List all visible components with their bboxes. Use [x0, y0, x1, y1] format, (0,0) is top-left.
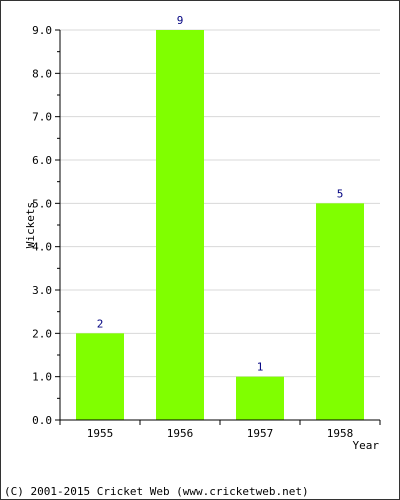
- data-label: 5: [337, 187, 344, 200]
- y-tick-label: 4.0: [32, 241, 52, 254]
- data-labels: 2 9 1 5: [97, 14, 344, 374]
- bar-1957: [236, 376, 284, 420]
- y-tick-label: 9.0: [32, 24, 52, 37]
- data-label: 9: [177, 14, 184, 27]
- x-tick-labels: 1955 1956 1957 1958: [87, 427, 354, 440]
- axes: [55, 29, 381, 425]
- y-tick-label: 3.0: [32, 284, 52, 297]
- y-tick-label: 0.0: [32, 414, 52, 427]
- y-tick-label: 8.0: [32, 67, 52, 80]
- y-tick-label: 2.0: [32, 327, 52, 340]
- y-axis-label: Wickets: [24, 202, 37, 248]
- x-tick-label: 1958: [327, 427, 354, 440]
- y-tick-label: 5.0: [32, 197, 52, 210]
- x-tick-label: 1955: [87, 427, 114, 440]
- y-tick-labels: 0.0 1.0 2.0 3.0 4.0 5.0 6.0 7.0 8.0 9.0: [32, 24, 52, 427]
- y-tick-label: 7.0: [32, 111, 52, 124]
- x-tick-label: 1957: [247, 427, 274, 440]
- bar-1958: [316, 203, 364, 420]
- bar-1956: [156, 30, 204, 420]
- y-tick-label: 1.0: [32, 371, 52, 384]
- x-axis-label: Year: [353, 439, 380, 452]
- copyright-footer: (C) 2001-2015 Cricket Web (www.cricketwe…: [4, 485, 309, 498]
- x-tick-label: 1956: [167, 427, 194, 440]
- bar-1955: [76, 333, 124, 420]
- data-label: 1: [257, 361, 264, 374]
- bars: [76, 30, 364, 420]
- y-tick-label: 6.0: [32, 154, 52, 167]
- data-label: 2: [97, 317, 104, 330]
